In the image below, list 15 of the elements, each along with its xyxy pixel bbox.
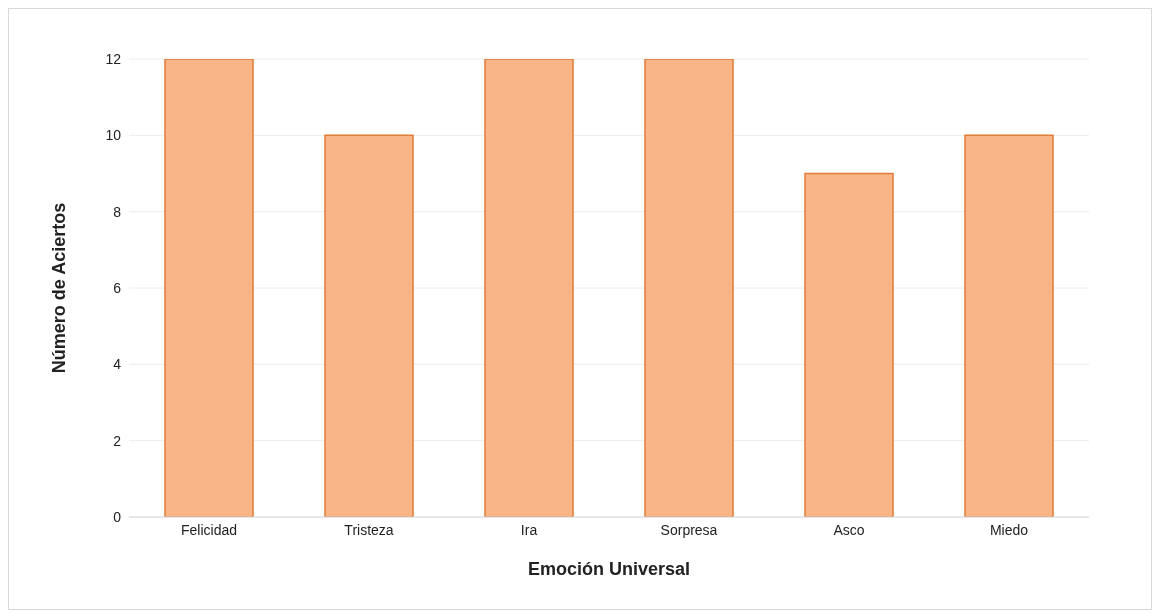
- x-tick-label: Felicidad: [180, 521, 238, 538]
- x-tick-label: Tristeza: [344, 521, 394, 538]
- y-tick-label: 0: [113, 508, 122, 525]
- x-tick-label: Asco: [833, 521, 865, 538]
- x-tick-label: Ira: [520, 521, 538, 538]
- y-tick-label: 4: [113, 356, 122, 373]
- x-tick-label: Miedo: [989, 521, 1029, 538]
- y-tick-label: 8: [113, 203, 122, 220]
- y-axis-title: Número de Aciertos: [49, 202, 70, 374]
- y-tick-label: 12: [105, 50, 122, 67]
- y-tick-label: 6: [113, 279, 122, 296]
- x-axis-title: Emoción Universal: [527, 559, 691, 579]
- x-tick-label: Sorpresa: [660, 521, 718, 538]
- y-tick-label: 10: [105, 127, 122, 144]
- y-tick-label: 2: [113, 432, 122, 449]
